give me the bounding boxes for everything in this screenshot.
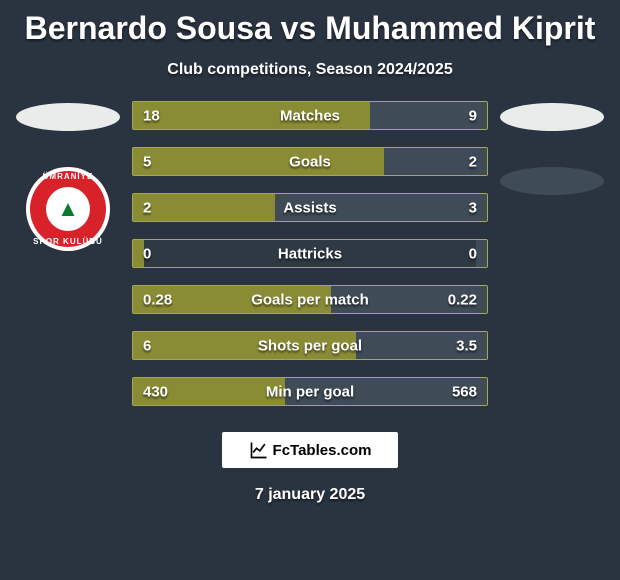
- badge-text-top: ÜMRANİYE: [43, 172, 94, 181]
- bar-label: Goals: [133, 153, 487, 170]
- stat-bar-row: 430Min per goal568: [132, 377, 488, 406]
- chart-icon: [249, 440, 269, 460]
- page-title: Bernardo Sousa vs Muhammed Kiprit: [0, 0, 620, 47]
- stat-bar-row: 2Assists3: [132, 193, 488, 222]
- bar-value-right: 0: [469, 245, 477, 262]
- bar-label: Assists: [133, 199, 487, 216]
- stat-bar-row: 6Shots per goal3.5: [132, 331, 488, 360]
- bar-label: Min per goal: [133, 383, 487, 400]
- date-label: 7 january 2025: [0, 486, 620, 504]
- club-badge-right: [500, 167, 604, 195]
- bar-label: Shots per goal: [133, 337, 487, 354]
- stat-bar-row: 0Hattricks0: [132, 239, 488, 268]
- bar-value-right: 2: [469, 153, 477, 170]
- bar-value-right: 0.22: [448, 291, 477, 308]
- bar-value-right: 3: [469, 199, 477, 216]
- stat-bar-row: 18Matches9: [132, 101, 488, 130]
- stat-bar-row: 0.28Goals per match0.22: [132, 285, 488, 314]
- player-photo-right: [500, 103, 604, 131]
- badge-inner: ▲: [46, 187, 90, 231]
- comparison-panel: ÜMRANİYE ▲ SPOR KULÜBÜ 18Matches9 5Goals2…: [0, 101, 620, 406]
- badge-text-bottom: SPOR KULÜBÜ: [33, 237, 103, 246]
- bar-label: Hattricks: [133, 245, 487, 262]
- stat-bar-row: 5Goals2: [132, 147, 488, 176]
- tree-icon: ▲: [57, 196, 79, 222]
- bar-value-right: 9: [469, 107, 477, 124]
- left-side-column: ÜMRANİYE ▲ SPOR KULÜBÜ: [8, 101, 128, 406]
- bar-label: Matches: [133, 107, 487, 124]
- subtitle: Club competitions, Season 2024/2025: [0, 61, 620, 79]
- player-photo-left: [16, 103, 120, 131]
- footer-brand-text: FcTables.com: [273, 442, 372, 459]
- right-side-column: [492, 101, 612, 406]
- bar-label: Goals per match: [133, 291, 487, 308]
- bar-value-right: 3.5: [456, 337, 477, 354]
- stat-bars-container: 18Matches95Goals22Assists30Hattricks00.2…: [128, 101, 492, 406]
- footer-brand-logo: FcTables.com: [222, 432, 398, 468]
- bar-value-right: 568: [452, 383, 477, 400]
- club-badge-left: ÜMRANİYE ▲ SPOR KULÜBÜ: [26, 167, 110, 251]
